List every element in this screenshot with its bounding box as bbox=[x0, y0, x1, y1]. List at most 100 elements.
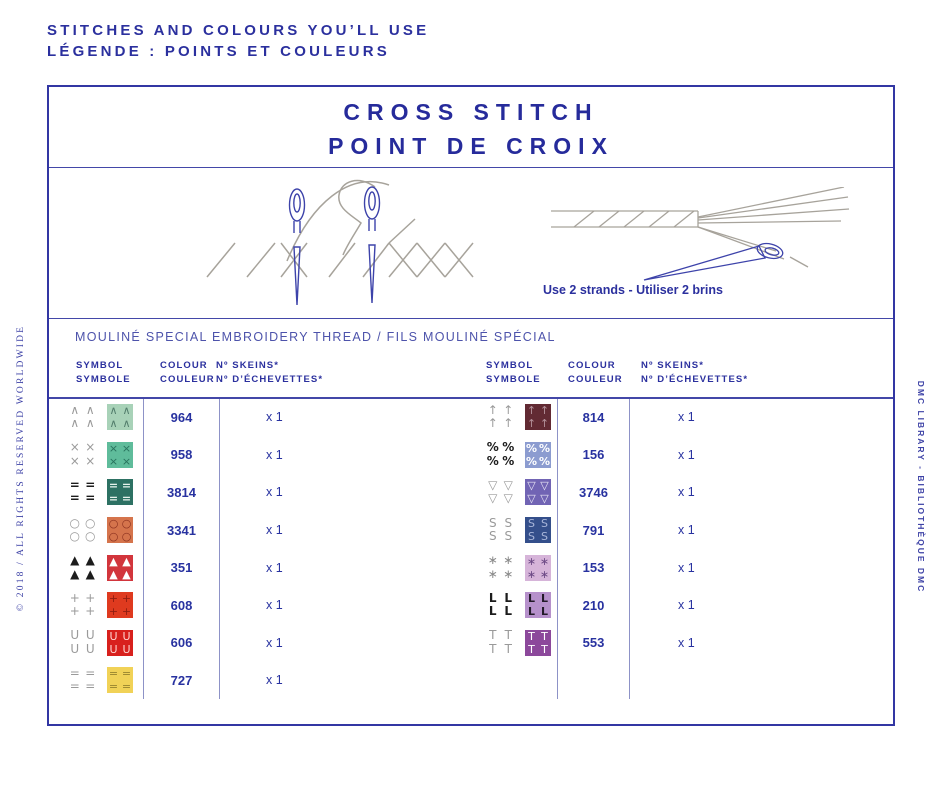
colour-number: 553 bbox=[557, 624, 630, 662]
divider-line bbox=[49, 167, 893, 168]
skeins-count: x 1 bbox=[266, 447, 283, 462]
symbol-cell: %%%%%%%% bbox=[485, 436, 557, 474]
colour-swatch: ∗ ∗ ∗ ∗ bbox=[525, 554, 551, 581]
legend-row: T T T T T T T T 553 x 1 bbox=[485, 624, 798, 662]
chart-symbol-icon: ▲ ▲ ▲ ▲ bbox=[70, 553, 95, 581]
colour-number: 727 bbox=[143, 661, 220, 700]
chart-symbol-icon: + + + + bbox=[69, 590, 96, 619]
legend-row: ▽ ▽ ▽ ▽ ▽ ▽ ▽ ▽ 3746 x 1 bbox=[485, 473, 798, 512]
skeins-count: x 1 bbox=[678, 447, 695, 462]
chart-symbol-icon: ▽ ▽ ▽ ▽ bbox=[488, 477, 513, 506]
colour-number: 606 bbox=[143, 624, 220, 662]
legend-row: U U U U U U U U 606 x 1 bbox=[67, 624, 386, 662]
legend-row: = = = = = = = = 727 x 1 bbox=[67, 661, 386, 700]
legend-row: ∗ ∗ ∗ ∗ ∗ ∗ ∗ ∗ 153 x 1 bbox=[485, 548, 798, 587]
colour-number: 608 bbox=[143, 586, 220, 625]
legend-row: ▲ ▲ ▲ ▲ ▲ ▲ ▲ ▲ 351 x 1 bbox=[67, 548, 386, 587]
copyright-vertical-text: © 2018 / ALL RIGHTS RESERVED WORLDWIDE bbox=[16, 324, 26, 612]
panel-title: CROSS STITCH POINT DE CROIX bbox=[49, 95, 893, 163]
legend-row: ↑ ↑ ↑ ↑ ↑ ↑ ↑ ↑ 814 x 1 bbox=[485, 398, 798, 437]
divider-line bbox=[49, 318, 893, 319]
skeins-count: x 1 bbox=[266, 410, 283, 425]
colour-swatch: ▽ ▽ ▽ ▽ bbox=[525, 479, 551, 506]
skeins-count: x 1 bbox=[678, 410, 695, 425]
chart-symbol-icon: %%%% bbox=[486, 440, 515, 468]
symbol-cell: ↑ ↑ ↑ ↑ ↑ ↑ ↑ ↑ bbox=[485, 399, 557, 437]
legend-row bbox=[485, 661, 798, 700]
skeins-count: x 1 bbox=[266, 598, 283, 613]
symbol-cell: ▽ ▽ ▽ ▽ ▽ ▽ ▽ ▽ bbox=[485, 474, 557, 512]
legend-row: L L L L L L L L 210 x 1 bbox=[485, 586, 798, 625]
colour-swatch: ∧ ∧ ∧ ∧ bbox=[107, 404, 133, 431]
colour-number: 791 bbox=[557, 511, 630, 549]
chart-symbol-icon: ∗ ∗ ∗ ∗ bbox=[487, 553, 514, 581]
cross-stitch-diagram-icon bbox=[206, 179, 474, 306]
page-title: STITCHES AND COLOURS YOU’LL USE LÉGENDE … bbox=[47, 20, 429, 62]
colour-swatch: × × × × bbox=[107, 441, 133, 468]
symbol-cell: + + + + + + + + bbox=[67, 586, 143, 624]
symbol-cell: = = = = = = = = bbox=[67, 662, 143, 700]
colour-swatch: ▲ ▲ ▲ ▲ bbox=[107, 554, 133, 581]
legend-table-left: ∧ ∧ ∧ ∧ ∧ ∧ ∧ ∧ 964 x 1 × × × × × × × × 958 x 1 = = = = = = = = 3814… bbox=[67, 398, 386, 700]
skeins-count: x 1 bbox=[678, 560, 695, 575]
colour-number: 156 bbox=[557, 436, 630, 474]
skeins-count: x 1 bbox=[678, 485, 695, 500]
chart-symbol-icon: = = = = bbox=[69, 665, 96, 694]
skeins-count: x 1 bbox=[266, 635, 283, 650]
thread-strands-diagram-icon bbox=[551, 187, 850, 281]
panel-title-en: CROSS STITCH bbox=[343, 99, 599, 125]
chart-symbol-icon: ↑ ↑ ↑ ↑ bbox=[487, 402, 514, 431]
colour-swatch: %%%% bbox=[525, 441, 551, 468]
legend-panel: CROSS STITCH POINT DE CROIX bbox=[47, 85, 895, 726]
colour-number: 351 bbox=[143, 548, 220, 587]
chart-symbol-icon: ∧ ∧ ∧ ∧ bbox=[70, 402, 95, 431]
column-header-symbol-right: SYMBOL SYMBOLE bbox=[486, 360, 541, 385]
legend-table-right: ↑ ↑ ↑ ↑ ↑ ↑ ↑ ↑ 814 x 1%%%%%%%% 156 x 1 ▽ ▽ ▽ ▽ ▽ ▽ ▽ ▽ 3746… bbox=[485, 398, 798, 700]
legend-row: = = = = = = = = 3814 x 1 bbox=[67, 473, 386, 512]
chart-symbol-icon: ○ ○ ○ ○ bbox=[69, 515, 96, 544]
legend-row: S S S S S S S S 791 x 1 bbox=[485, 511, 798, 549]
colour-swatch: = = = = bbox=[107, 667, 133, 694]
symbol-cell: × × × × × × × × bbox=[67, 436, 143, 474]
skeins-count: x 1 bbox=[678, 598, 695, 613]
legend-row: ∧ ∧ ∧ ∧ ∧ ∧ ∧ ∧ 964 x 1 bbox=[67, 398, 386, 437]
skeins-count: x 1 bbox=[678, 523, 695, 538]
panel-title-fr: POINT DE CROIX bbox=[328, 133, 614, 159]
symbol-cell: ∗ ∗ ∗ ∗ ∗ ∗ ∗ ∗ bbox=[485, 549, 557, 587]
colour-number: 964 bbox=[143, 398, 220, 437]
colour-number: 814 bbox=[557, 398, 630, 437]
symbol-cell: ∧ ∧ ∧ ∧ ∧ ∧ ∧ ∧ bbox=[67, 399, 143, 437]
chart-symbol-icon: = = = = bbox=[69, 477, 96, 506]
colour-number: 153 bbox=[557, 548, 630, 587]
column-header-skeins-right: Nº SKEINS* Nº D’ÉCHEVETTES* bbox=[641, 360, 749, 385]
column-header-colour-right: COLOUR COULEUR bbox=[568, 360, 623, 385]
legend-row: ○ ○ ○ ○ ○ ○ ○ ○ 3341 x 1 bbox=[67, 511, 386, 549]
legend-row: × × × × × × × × 958 x 1 bbox=[67, 436, 386, 474]
skeins-count: x 1 bbox=[266, 673, 283, 688]
symbol-cell bbox=[485, 662, 557, 700]
colour-number: 3746 bbox=[557, 473, 630, 512]
column-header-symbol-left: SYMBOL SYMBOLE bbox=[76, 360, 131, 385]
dmc-library-vertical-text: DMC LIBRARY - BIBLIOTHÈQUE DMC bbox=[916, 380, 926, 594]
legend-row: %%%%%%%% 156 x 1 bbox=[485, 436, 798, 474]
skeins-count: x 1 bbox=[266, 560, 283, 575]
colour-swatch: = = = = bbox=[107, 479, 133, 506]
colour-number: 210 bbox=[557, 586, 630, 625]
colour-swatch: ○ ○ ○ ○ bbox=[107, 517, 133, 544]
thread-section-heading: MOULINÉ SPECIAL EMBROIDERY THREAD / FILS… bbox=[75, 330, 556, 344]
symbol-cell: ▲ ▲ ▲ ▲ ▲ ▲ ▲ ▲ bbox=[67, 549, 143, 587]
skeins-count: x 1 bbox=[266, 523, 283, 538]
colour-number: 3814 bbox=[143, 473, 220, 512]
skeins-count: x 1 bbox=[266, 485, 283, 500]
